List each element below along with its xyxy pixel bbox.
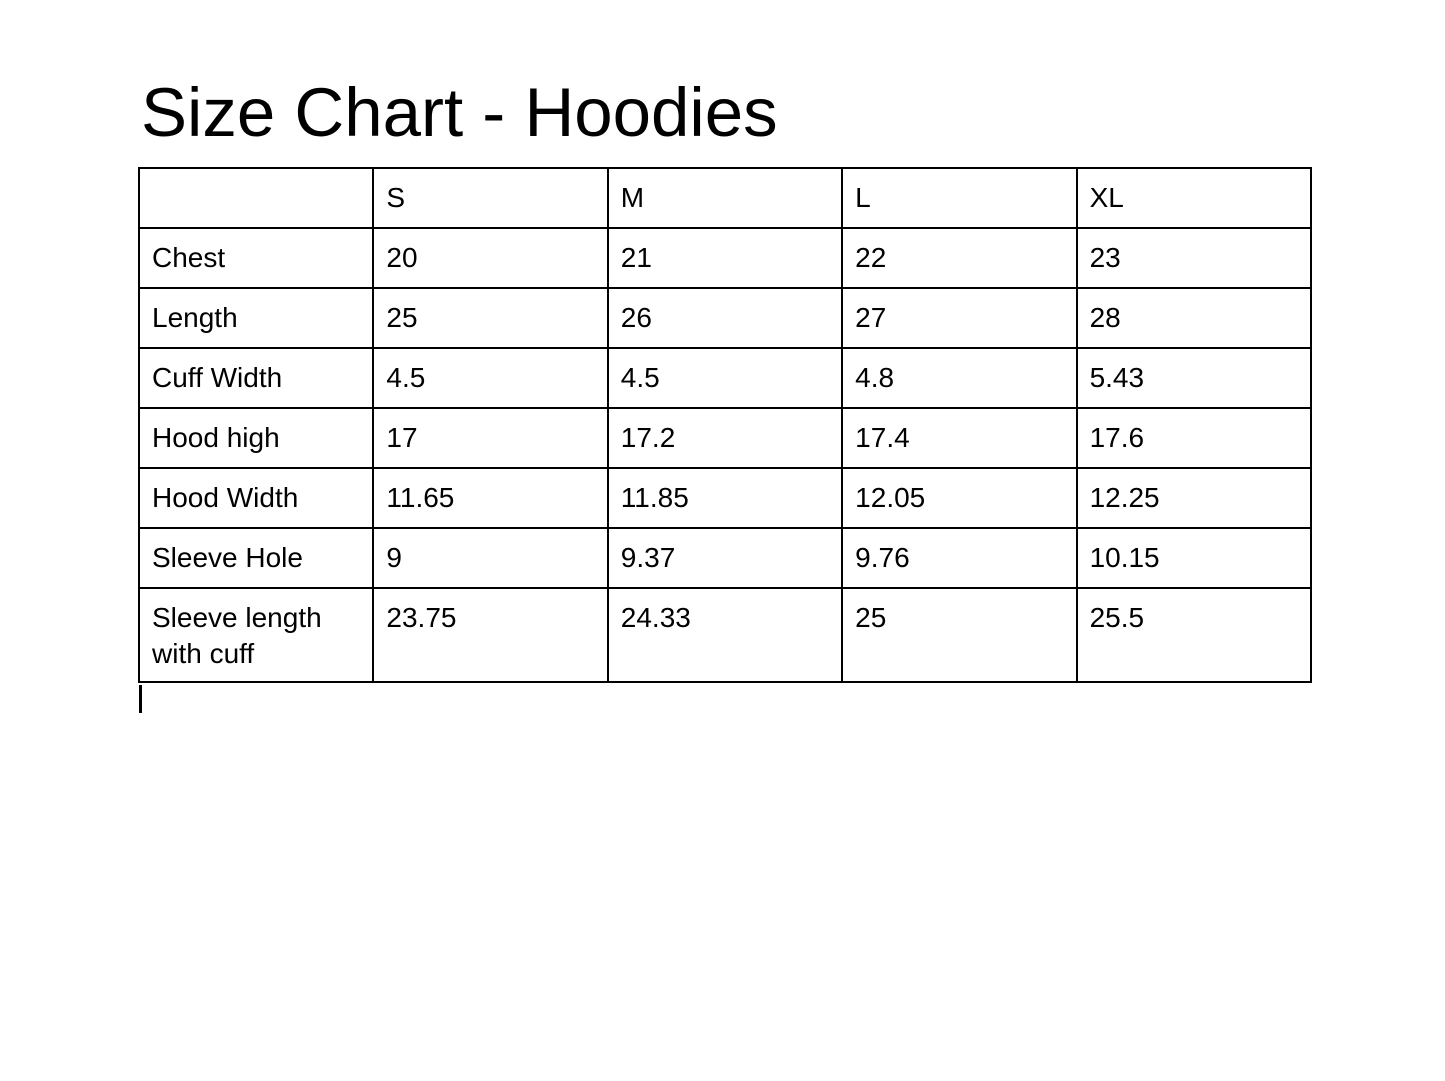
row-label[interactable]: Hood Width — [137, 467, 375, 529]
table-cell[interactable]: 10.15 — [1075, 527, 1313, 589]
table-cell[interactable]: 9.76 — [841, 527, 1078, 589]
size-chart-table: S M L XL Chest 20 21 22 23 Length 25 26 27 28 Cuff Wi… — [137, 167, 1313, 683]
table-row: Hood high 17 17.2 17.4 17.6 — [137, 407, 1313, 469]
table-cell[interactable]: 24.33 — [606, 587, 844, 683]
table-body: Chest 20 21 22 23 Length 25 26 27 28 Cuff Width 4.5… — [137, 227, 1313, 683]
table-row: Sleeve length with cuff 23.75 24.33 25 25.5 — [137, 587, 1313, 683]
table-cell[interactable]: 11.65 — [372, 467, 609, 529]
table-cell[interactable]: 23.75 — [372, 587, 609, 683]
table-head: S M L XL — [137, 167, 1313, 229]
table-cell[interactable]: 12.25 — [1075, 467, 1313, 529]
table-cell[interactable]: 5.43 — [1075, 347, 1313, 409]
table-cell[interactable]: 4.8 — [841, 347, 1078, 409]
row-label[interactable]: Sleeve Hole — [137, 527, 375, 589]
column-header-l[interactable]: L — [841, 167, 1078, 229]
table-cell[interactable]: 9 — [372, 527, 609, 589]
table-cell[interactable]: 4.5 — [606, 347, 844, 409]
table-header-row: S M L XL — [137, 167, 1313, 229]
table-cell[interactable]: 25 — [841, 587, 1078, 683]
table-cell[interactable]: 17.2 — [606, 407, 844, 469]
corner-header-cell[interactable] — [137, 167, 375, 229]
row-label[interactable]: Sleeve length with cuff — [137, 587, 375, 683]
table-cell[interactable]: 26 — [606, 287, 844, 349]
table-cell[interactable]: 17.6 — [1075, 407, 1313, 469]
table-cell[interactable]: 22 — [841, 227, 1078, 289]
table-cell[interactable]: 25 — [372, 287, 609, 349]
column-header-m[interactable]: M — [606, 167, 844, 229]
table-cell[interactable]: 17 — [372, 407, 609, 469]
page-title[interactable]: Size Chart - Hoodies — [141, 74, 778, 151]
table-cell[interactable]: 23 — [1075, 227, 1313, 289]
table-cell[interactable]: 27 — [841, 287, 1078, 349]
row-label[interactable]: Hood high — [137, 407, 375, 469]
column-header-s[interactable]: S — [372, 167, 609, 229]
row-label[interactable]: Length — [137, 287, 375, 349]
table-cell[interactable]: 21 — [606, 227, 844, 289]
table-cell[interactable]: 17.4 — [841, 407, 1078, 469]
text-cursor-caret — [139, 685, 142, 713]
table-row: Chest 20 21 22 23 — [137, 227, 1313, 289]
table-cell[interactable]: 11.85 — [606, 467, 844, 529]
row-label[interactable]: Cuff Width — [137, 347, 375, 409]
table-cell[interactable]: 20 — [372, 227, 609, 289]
table-row: Sleeve Hole 9 9.37 9.76 10.15 — [137, 527, 1313, 589]
table-cell[interactable]: 4.5 — [372, 347, 609, 409]
table-row: Hood Width 11.65 11.85 12.05 12.25 — [137, 467, 1313, 529]
table-row: Length 25 26 27 28 — [137, 287, 1313, 349]
table-cell[interactable]: 28 — [1075, 287, 1313, 349]
table-cell[interactable]: 9.37 — [606, 527, 844, 589]
table-row: Cuff Width 4.5 4.5 4.8 5.43 — [137, 347, 1313, 409]
table-cell[interactable]: 25.5 — [1075, 587, 1313, 683]
table-cell[interactable]: 12.05 — [841, 467, 1078, 529]
column-header-xl[interactable]: XL — [1075, 167, 1313, 229]
row-label[interactable]: Chest — [137, 227, 375, 289]
